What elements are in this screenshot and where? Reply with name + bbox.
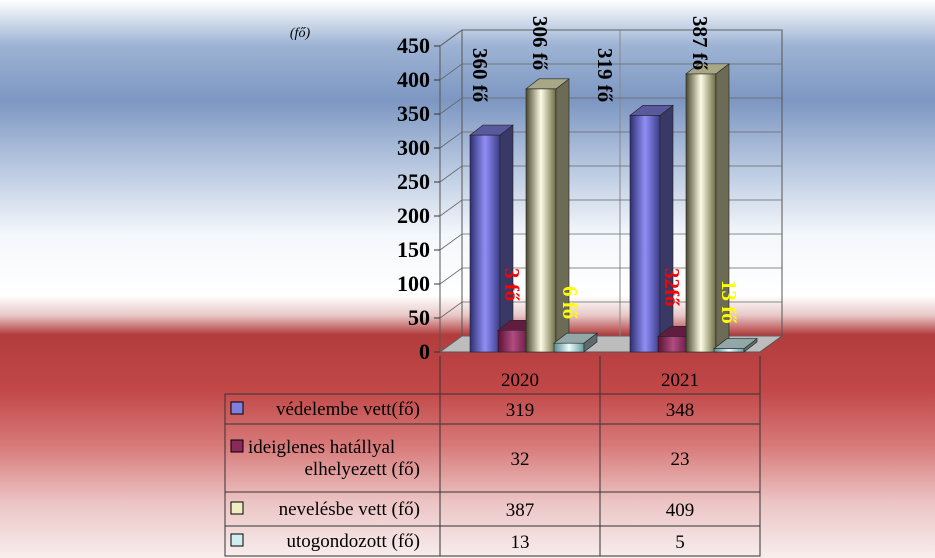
y-tick-label: 300 bbox=[397, 135, 430, 160]
table-value: 387 bbox=[506, 500, 535, 521]
legend-swatch bbox=[230, 439, 244, 453]
value-annotation: 13 fő bbox=[717, 280, 741, 324]
bar-front bbox=[497, 329, 529, 353]
value-annotation: 6 fő bbox=[558, 286, 582, 319]
bar-front bbox=[469, 134, 501, 353]
legend-swatch bbox=[230, 401, 244, 415]
bar-top bbox=[713, 338, 758, 349]
bar-front bbox=[553, 342, 585, 353]
bar-front bbox=[657, 336, 689, 353]
gridline bbox=[439, 267, 782, 285]
y-tick-label: 450 bbox=[397, 33, 430, 58]
legend-label: nevelésbe vett (fő) bbox=[279, 499, 420, 520]
value-annotation: 319 fő bbox=[593, 48, 617, 102]
legend-label: ideiglenes hatállyal bbox=[248, 437, 395, 458]
bars bbox=[469, 63, 758, 353]
y-tick-label: 200 bbox=[397, 203, 430, 228]
gridline bbox=[439, 301, 782, 319]
bar-top bbox=[685, 63, 730, 75]
data-table: 2020 2021 védelembe vett(fő) 319 348 ideiglen… bbox=[224, 356, 761, 557]
legend-label: védelembe vett(fő) bbox=[276, 399, 420, 420]
bar-front bbox=[629, 115, 661, 353]
y-tick-label: 150 bbox=[397, 237, 430, 262]
bar-front bbox=[713, 348, 745, 353]
legend-swatch bbox=[230, 533, 244, 547]
gridline bbox=[439, 63, 782, 81]
value-annotation: 306 fő bbox=[528, 16, 552, 70]
table-value: 23 bbox=[671, 449, 690, 470]
table-value: 319 bbox=[506, 400, 535, 421]
table-value: 409 bbox=[666, 500, 695, 521]
value-annotation: 32fő bbox=[660, 268, 684, 307]
gridline bbox=[439, 165, 782, 183]
y-tick-label: 350 bbox=[397, 101, 430, 126]
table-header-year: 2021 bbox=[661, 370, 699, 391]
legend-label: elhelyezett (fő) bbox=[304, 459, 420, 480]
bar-top bbox=[469, 124, 514, 136]
y-unit-label: (fő) bbox=[290, 26, 311, 41]
value-annotations: 360 fő 306 fő 319 fő 387 fő 3 fő 6 fő 32fő 13 f… bbox=[468, 16, 741, 324]
bar-top bbox=[525, 78, 570, 90]
legend-label: utogondozott (fő) bbox=[286, 531, 420, 552]
y-tick-label: 50 bbox=[408, 305, 430, 330]
bar-top bbox=[629, 105, 674, 116]
value-annotation: 387 fő bbox=[688, 16, 712, 70]
value-annotation: 3 fő bbox=[500, 268, 524, 301]
y-tick-label: 400 bbox=[397, 67, 430, 92]
table-header-year: 2020 bbox=[501, 370, 539, 391]
gridlines bbox=[439, 29, 782, 353]
gridline bbox=[439, 97, 782, 115]
y-tick-label: 250 bbox=[397, 169, 430, 194]
value-annotation: 360 fő bbox=[468, 48, 492, 102]
bar-front bbox=[525, 88, 557, 353]
table-value: 348 bbox=[666, 400, 695, 421]
gridline bbox=[439, 233, 782, 251]
gridline bbox=[439, 131, 782, 149]
gridline bbox=[439, 199, 782, 217]
bar-top bbox=[553, 332, 598, 344]
table-value: 5 bbox=[675, 532, 685, 553]
bar-side bbox=[499, 124, 514, 353]
legend-swatch bbox=[230, 501, 244, 515]
gridline bbox=[439, 29, 782, 47]
bar-side bbox=[659, 104, 674, 353]
table-value: 13 bbox=[511, 532, 530, 553]
y-tick-label: 0 bbox=[419, 339, 430, 364]
y-tick-label: 100 bbox=[397, 271, 430, 296]
bar-front bbox=[685, 73, 717, 353]
table-value: 32 bbox=[511, 449, 530, 470]
y-axis: 0 50 100 150 200 250 300 350 400 450 (fő) bbox=[290, 26, 440, 364]
